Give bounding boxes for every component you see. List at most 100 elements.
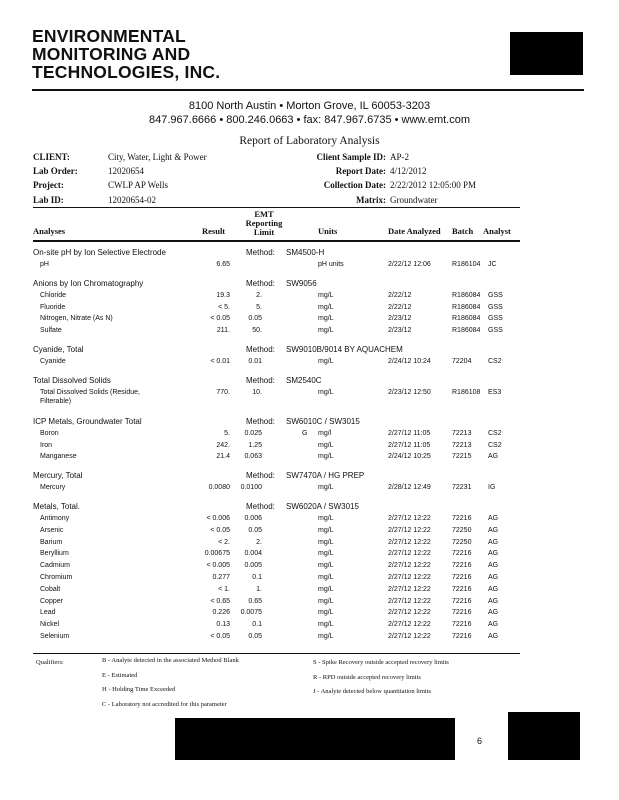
analyte-name: Mercury: [40, 484, 66, 492]
reporting-limit: 50.: [252, 327, 262, 335]
logo-line: TECHNOLOGIES, INC.: [32, 62, 221, 82]
result-value: 19.3: [216, 291, 230, 299]
result-value: < 0.05: [210, 315, 230, 323]
col-rl-line: Reporting: [245, 218, 283, 228]
client-label: CLIENT:: [33, 152, 70, 162]
batch: 72250: [452, 526, 472, 534]
analyst: AG: [488, 633, 499, 640]
analyst: CS2: [488, 429, 502, 437]
units: mg/l: [318, 429, 332, 437]
qualifier-definition: C - Laboratory not accredited for this p…: [102, 700, 227, 708]
result-value: 0.00675: [204, 550, 230, 558]
reporting-limit: 0.005: [244, 562, 262, 570]
analyte-name-cont: Filterable): [40, 397, 72, 405]
analyst: GSS: [488, 303, 503, 311]
analyst: GSS: [488, 327, 503, 335]
analyst: AG: [488, 621, 499, 629]
reporting-limit: 0.006: [244, 515, 262, 522]
analyst: AG: [488, 526, 499, 534]
col-date: Date Analyzed: [388, 226, 441, 236]
redaction-box: [510, 32, 583, 75]
result-value: < 0.05: [210, 526, 230, 534]
units: mg/L: [318, 526, 334, 534]
batch: R186104: [452, 261, 481, 268]
reporting-limit: 0.0075: [240, 609, 262, 617]
report-date-label: Report Date:: [335, 166, 386, 176]
batch: 72215: [452, 453, 472, 461]
reporting-limit: 0.1: [252, 621, 262, 629]
result-value: 5.: [224, 429, 230, 437]
method-label: Method:: [246, 278, 275, 288]
reporting-limit: 0.05: [248, 526, 262, 534]
batch: R186084: [452, 327, 481, 335]
col-rl-line: EMT: [254, 209, 274, 219]
method-value: SM2540C: [286, 375, 322, 385]
date-analyzed: 2/27/12 12:22: [388, 621, 431, 629]
report-title: Report of Laboratory Analysis: [239, 135, 380, 147]
analyte-name: Arsenic: [40, 526, 64, 534]
batch: R186084: [452, 303, 481, 311]
analyte-name: Chromium: [40, 574, 73, 581]
analyte-name: pH: [40, 261, 49, 268]
date-analyzed: 2/24/12 10:25: [388, 453, 431, 461]
report-date-value: 4/12/2012: [390, 166, 427, 176]
analyte-name: Copper: [40, 597, 63, 605]
reporting-limit: 1.25: [248, 441, 262, 449]
units: mg/L: [318, 358, 334, 365]
redaction-bar: [175, 718, 455, 760]
divider: [33, 207, 520, 208]
units: mg/L: [318, 633, 334, 640]
section-title: Cyanide, Total: [33, 345, 84, 354]
batch: 72216: [452, 562, 472, 570]
date-analyzed: 2/27/12 12:22: [388, 597, 431, 605]
result-value: < 0.05: [210, 633, 230, 640]
result-value: 0.226: [212, 609, 230, 617]
date-analyzed: 2/24/12 10:24: [388, 358, 431, 365]
logo-line: MONITORING AND: [32, 44, 191, 64]
analyte-name: Nitrogen, Nitrate (As N): [40, 315, 113, 323]
units: mg/L: [318, 388, 334, 396]
analyte-name: Antimony: [40, 515, 70, 522]
method-label: Method:: [246, 416, 275, 426]
analyte-name: Lead: [40, 609, 56, 617]
analyst: AG: [488, 562, 499, 570]
method-label: Method:: [246, 502, 275, 511]
reporting-limit: 5.: [256, 303, 262, 311]
analyst: AG: [488, 597, 499, 605]
result-value: 6.65: [216, 261, 230, 268]
section-title: Metals, Total.: [33, 502, 80, 511]
qualifier-definition: H - Holding Time Exceeded: [102, 686, 176, 693]
result-value: < 0.01: [210, 358, 230, 365]
date-analyzed: 2/27/12 11:05: [388, 441, 431, 449]
matrix-value: Groundwater: [390, 195, 438, 205]
units: mg/L: [318, 597, 334, 605]
lab-id-label: Lab ID:: [33, 195, 64, 205]
method-value: SW6010C / SW3015: [286, 416, 360, 426]
sample-id-label: Client Sample ID:: [316, 152, 387, 162]
collection-date-value: 2/22/2012 12:05:00 PM: [390, 180, 477, 190]
units: mg/L: [318, 441, 334, 449]
units: pH units: [318, 261, 344, 268]
reporting-limit: 0.05: [248, 633, 262, 640]
date-analyzed: 2/28/12 12:49: [388, 484, 431, 492]
analyte-name: Cyanide: [40, 358, 66, 365]
reporting-limit: 0.063: [244, 453, 262, 461]
analyte-name: Sulfate: [40, 327, 62, 335]
reporting-limit: 0.65: [248, 597, 262, 605]
date-analyzed: 2/23/12 12:50: [388, 388, 431, 396]
lab-order-value: 12020654: [108, 166, 144, 176]
date-analyzed: 2/27/12 12:22: [388, 585, 431, 593]
qualifiers-label: Qualifiers:: [36, 659, 64, 666]
units: mg/L: [318, 327, 334, 335]
analyst: JC: [488, 261, 497, 268]
units: mg/L: [318, 538, 334, 546]
date-analyzed: 2/27/12 12:22: [388, 538, 431, 546]
reporting-limit: 0.0100: [240, 484, 262, 492]
units: mg/L: [318, 315, 334, 323]
batch: 72216: [452, 633, 472, 640]
method-label: Method:: [246, 248, 275, 257]
batch: 72216: [452, 585, 472, 593]
units: mg/L: [318, 609, 334, 617]
reporting-limit: 0.01: [248, 358, 262, 365]
logo-line: ENVIRONMENTAL: [32, 26, 186, 46]
